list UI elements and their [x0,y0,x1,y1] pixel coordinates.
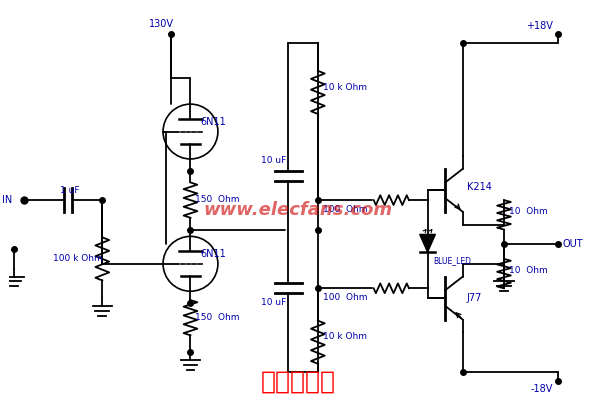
Text: 电子发烧友: 电子发烧友 [261,370,336,393]
Text: 10  Ohm: 10 Ohm [509,266,548,275]
Text: 100 k Ohm: 100 k Ohm [53,254,103,263]
Text: 10 k Ohm: 10 k Ohm [323,332,367,342]
Text: 10 uF: 10 uF [261,156,286,165]
Text: 100  Ohm: 100 Ohm [323,205,367,214]
Text: 100  Ohm: 100 Ohm [323,293,367,302]
Text: 10 k Ohm: 10 k Ohm [323,82,367,91]
Text: 150  Ohm: 150 Ohm [196,313,240,322]
Text: 6N11: 6N11 [200,249,226,259]
Text: www.elecfans.com: www.elecfans.com [204,201,393,219]
Text: 1 uF: 1 uF [60,186,80,195]
Text: K214: K214 [467,183,492,192]
Text: 150  Ohm: 150 Ohm [196,195,240,204]
Text: BLUE_LED: BLUE_LED [433,256,472,265]
Text: 130V: 130V [148,19,174,29]
Text: 6N11: 6N11 [200,117,226,127]
Text: IN: IN [2,195,12,205]
Text: 10  Ohm: 10 Ohm [509,207,548,216]
Polygon shape [420,234,436,252]
Text: OUT: OUT [563,239,583,249]
Text: -18V: -18V [531,384,553,394]
Text: +18V: +18V [526,21,553,30]
Text: 10 uF: 10 uF [261,298,286,307]
Text: J77: J77 [467,293,482,303]
